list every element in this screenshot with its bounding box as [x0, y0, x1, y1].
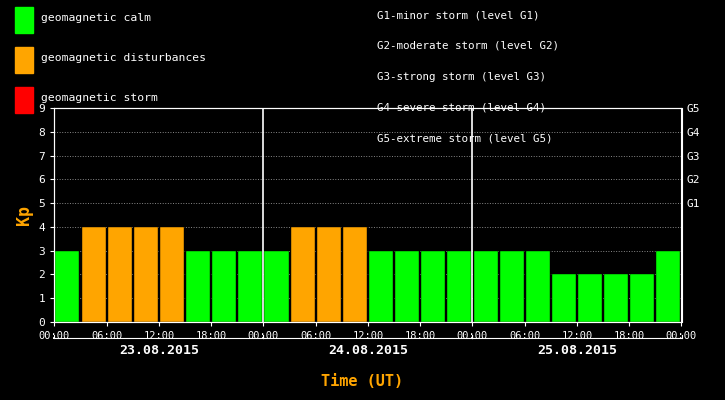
Bar — [395, 251, 419, 322]
Bar — [81, 227, 106, 322]
Bar — [343, 227, 367, 322]
Bar — [473, 251, 497, 322]
Bar — [526, 251, 550, 322]
Text: 25.08.2015: 25.08.2015 — [537, 344, 617, 356]
Bar — [369, 251, 393, 322]
Bar — [291, 227, 315, 322]
Bar — [500, 251, 523, 322]
Bar — [108, 227, 132, 322]
Bar — [265, 251, 289, 322]
Bar — [552, 274, 576, 322]
Text: geomagnetic storm: geomagnetic storm — [41, 93, 158, 103]
Bar — [604, 274, 628, 322]
Bar — [212, 251, 236, 322]
Text: geomagnetic disturbances: geomagnetic disturbances — [41, 53, 207, 63]
Text: geomagnetic calm: geomagnetic calm — [41, 13, 152, 23]
Text: G4-severe storm (level G4): G4-severe storm (level G4) — [377, 102, 546, 112]
Text: Time (UT): Time (UT) — [321, 374, 404, 390]
Text: 23.08.2015: 23.08.2015 — [119, 344, 199, 356]
Bar — [447, 251, 471, 322]
Bar — [630, 274, 655, 322]
Bar — [160, 227, 184, 322]
Bar — [578, 274, 602, 322]
Text: G3-strong storm (level G3): G3-strong storm (level G3) — [377, 72, 546, 82]
Bar — [317, 227, 341, 322]
Bar — [239, 251, 262, 322]
Bar — [656, 251, 681, 322]
Bar — [421, 251, 445, 322]
Text: G5-extreme storm (level G5): G5-extreme storm (level G5) — [377, 133, 552, 143]
Text: 24.08.2015: 24.08.2015 — [328, 344, 408, 356]
Bar — [186, 251, 210, 322]
Text: G2-moderate storm (level G2): G2-moderate storm (level G2) — [377, 41, 559, 51]
Y-axis label: Kp: Kp — [15, 205, 33, 225]
Text: G1-minor storm (level G1): G1-minor storm (level G1) — [377, 10, 539, 20]
Bar — [134, 227, 158, 322]
Bar — [55, 251, 80, 322]
